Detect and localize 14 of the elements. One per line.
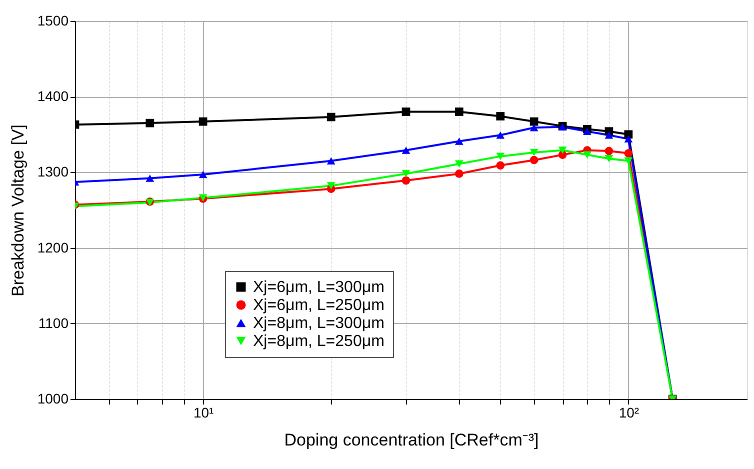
legend-label: Xj=6μm, L=250μm	[253, 297, 384, 314]
y-axis-title: Breakdown Voltage [V]	[8, 124, 28, 297]
y-tick-label: 1000	[37, 390, 69, 406]
legend-label: Xj=6μm, L=300μm	[253, 279, 384, 296]
y-tick-label: 1500	[37, 12, 69, 28]
x-axis-title: Doping concentration [CRef*cm⁻³]	[284, 430, 539, 450]
legend-label: Xj=8μm, L=300μm	[253, 315, 384, 332]
y-tick-label: 1300	[37, 164, 69, 180]
x-tick-label: 10¹	[193, 404, 214, 420]
y-tick-label: 1200	[37, 239, 69, 256]
y-tick-label: 1400	[37, 88, 69, 104]
x-tick-label: 10²	[618, 404, 640, 420]
y-tick-label: 1100	[38, 314, 69, 331]
legend-label: Xj=8μm, L=250μm	[253, 333, 384, 350]
